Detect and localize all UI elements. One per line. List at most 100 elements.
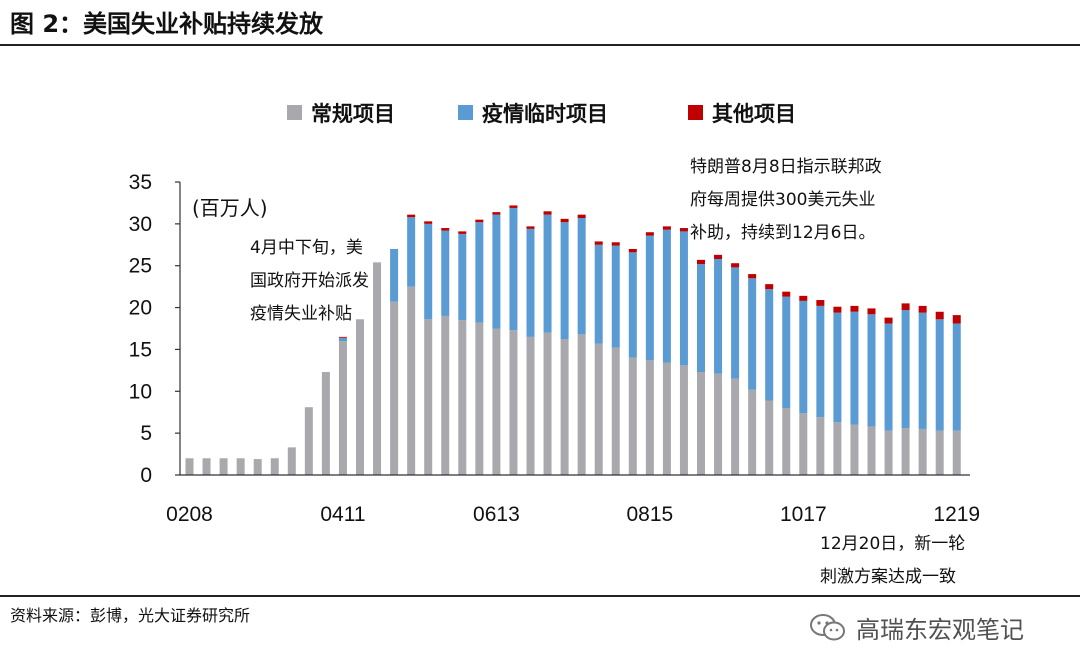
- bottom-rule: [0, 595, 1080, 597]
- bar-segment-s0-21: [543, 332, 552, 475]
- bar-segment-s2-14: [424, 221, 433, 224]
- bar-segment-s2-23: [577, 214, 586, 218]
- ann-april-line: 国政府开始派发: [250, 271, 369, 291]
- annotations: 4月中下旬，美国政府开始派发疫情失业补贴 特朗普8月8日指示联邦政府每周提供300…: [250, 157, 965, 587]
- x-tick-label: 0613: [473, 503, 520, 526]
- bar-segment-s2-17: [475, 219, 484, 223]
- y-tick-label: 15: [129, 338, 152, 361]
- bar-segment-s1-30: [697, 264, 705, 373]
- ann-december-line: 刺激方案达成一致: [820, 567, 956, 587]
- stacked-bar-chart: 常规项目 疫情临时项目 其他项目 0 5 10 15 20 25 30 35 0208 0411 06…: [129, 102, 980, 587]
- legend-swatch-2: [688, 105, 703, 120]
- y-tick-label: 10: [129, 380, 152, 403]
- wechat-logo-icon: [810, 613, 845, 640]
- bar-segment-s2-43: [918, 305, 927, 313]
- bar-segment-s1-32: [731, 267, 740, 379]
- bar-segment-s1-25: [611, 245, 620, 348]
- bar-segment-s1-40: [867, 314, 876, 427]
- bar-segment-s0-41: [884, 430, 893, 475]
- bar-segment-s0-18: [492, 328, 501, 475]
- bar-segment-s2-25: [611, 242, 620, 246]
- bar-segment-s0-45: [952, 430, 961, 475]
- ann-august: 特朗普8月8日指示联邦政府每周提供300美元失业补助，持续到12月6日。: [690, 157, 882, 243]
- bar-segment-s0-35: [782, 408, 791, 475]
- bar-segment-s0-6: [287, 447, 296, 475]
- bar-segment-s1-42: [901, 310, 910, 429]
- bar-segment-s0-43: [918, 428, 927, 475]
- bar-segment-s1-45: [952, 323, 961, 431]
- bar-segment-s1-34: [765, 289, 774, 401]
- bar-segment-s0-3: [236, 458, 245, 475]
- bar-segment-s2-13: [407, 214, 416, 218]
- bar-segment-s0-38: [833, 422, 842, 475]
- ann-april-line: 疫情失业补贴: [250, 304, 352, 324]
- bar-segment-s0-4: [253, 459, 262, 475]
- bar-segment-s0-42: [901, 428, 910, 475]
- bar-segment-s0-20: [526, 336, 535, 475]
- bar-segment-s0-19: [509, 330, 518, 475]
- bar-segment-s0-25: [611, 347, 620, 475]
- bar-segment-s0-16: [458, 320, 467, 475]
- legend-label-2: 其他项目: [712, 102, 796, 126]
- bar-segment-s2-39: [850, 305, 859, 312]
- bar-segment-s2-21: [543, 211, 552, 215]
- x-ticks: 0208 0411 0613 0815 1017 1219: [166, 503, 980, 526]
- bar-segment-s0-2: [219, 458, 228, 475]
- bar-segment-s2-19: [509, 205, 518, 208]
- bar-segment-s2-15: [441, 228, 450, 231]
- unit-label: (百万人): [192, 196, 268, 220]
- bar-segment-s1-18: [492, 214, 501, 329]
- legend-swatch-0: [287, 105, 302, 120]
- bar-segment-s2-22: [560, 218, 569, 223]
- bar-segment-s2-36: [799, 295, 808, 301]
- bar-segment-s1-21: [543, 214, 552, 333]
- bar-segment-s1-39: [850, 311, 859, 425]
- bar-segment-s2-44: [935, 311, 944, 320]
- bar-segment-s0-31: [714, 373, 723, 475]
- bar-segment-s2-45: [952, 315, 961, 324]
- bar-segment-s0-13: [407, 286, 416, 475]
- y-tick-label: 0: [140, 464, 152, 487]
- x-tick-label: 0815: [626, 503, 673, 526]
- bar-segment-s1-33: [748, 278, 757, 390]
- bar-segment-s0-17: [475, 322, 484, 475]
- bar-segment-s0-5: [270, 458, 279, 475]
- bar-segment-s1-24: [594, 244, 603, 344]
- figure-title: 图 2：美国失业补贴持续发放: [10, 10, 324, 38]
- bar-segment-s1-44: [935, 319, 944, 431]
- bar-segment-s0-33: [748, 389, 757, 475]
- y-tick-label: 35: [129, 171, 152, 194]
- x-tick-label: 1219: [933, 503, 980, 526]
- ann-august-line: 府每周提供300美元失业: [690, 190, 875, 210]
- bar-segment-s1-36: [799, 300, 808, 414]
- bar-segment-s0-40: [867, 426, 876, 475]
- bar-segment-s0-12: [390, 301, 399, 475]
- bar-segment-s2-37: [816, 300, 825, 306]
- bar-segment-s1-19: [509, 207, 518, 331]
- bar-segment-s2-32: [731, 263, 740, 268]
- bar-segment-s1-41: [884, 323, 893, 431]
- x-tick-label: 0208: [166, 503, 213, 526]
- bar-segment-s1-12: [390, 248, 399, 302]
- bar-segment-s2-38: [833, 306, 842, 313]
- bar-segment-s0-22: [560, 339, 569, 475]
- bar-segment-s1-28: [662, 229, 671, 363]
- bars-group: [185, 205, 961, 475]
- bar-segment-s0-0: [185, 458, 194, 475]
- ann-august-line: 补助，持续到12月6日。: [690, 223, 875, 243]
- bar-segment-s0-8: [321, 372, 330, 475]
- bar-segment-s2-33: [748, 274, 757, 279]
- ann-december: 12月20日，新一轮刺激方案达成一致: [820, 534, 965, 587]
- watermark: 高瑞东宏观笔记: [808, 610, 1024, 645]
- bar-segment-s0-27: [645, 360, 654, 475]
- bar-segment-s2-24: [594, 241, 603, 245]
- bar-segment-s0-10: [356, 319, 364, 475]
- y-tick-label: 25: [129, 255, 152, 278]
- bar-segment-s0-39: [850, 424, 859, 475]
- y-ticks: 0 5 10 15 20 25 30 35: [129, 171, 180, 487]
- bar-segment-s0-1: [202, 458, 211, 475]
- bar-segment-s1-14: [424, 223, 433, 320]
- bar-segment-s2-35: [782, 291, 791, 297]
- legend-label-0: 常规项目: [311, 102, 395, 126]
- bar-segment-s1-13: [407, 217, 416, 287]
